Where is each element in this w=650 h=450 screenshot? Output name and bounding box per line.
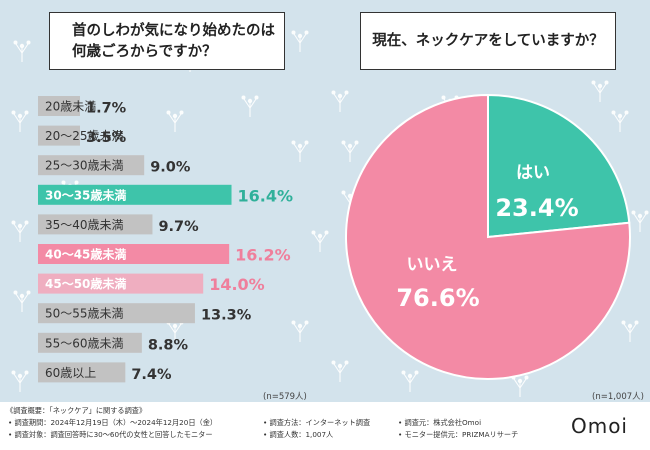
bar bbox=[38, 303, 195, 324]
sprig-icon bbox=[291, 30, 309, 52]
bar-value-label: 14.0% bbox=[209, 275, 265, 294]
bar-value-label: 16.4% bbox=[238, 186, 294, 205]
bar bbox=[38, 125, 80, 146]
sprig-icon bbox=[166, 110, 184, 132]
bar bbox=[38, 155, 145, 176]
bar bbox=[38, 96, 80, 116]
bar-category-label: 20～25歳未満 bbox=[45, 129, 124, 143]
left-question-line2: 何歳ごろからですか？ bbox=[72, 44, 217, 60]
sprig-icon bbox=[291, 320, 309, 342]
sprig-icon bbox=[11, 220, 29, 242]
bar bbox=[38, 273, 204, 294]
left-question-box: 首のしわが気になり始めたのは 何歳ごろからですか？ bbox=[49, 12, 285, 70]
pie-value-label: 76.6% bbox=[396, 284, 479, 312]
bar-category-label: 35～40歳未満 bbox=[45, 218, 124, 232]
sprig-icon bbox=[331, 90, 349, 112]
bar-value-label: 1.7% bbox=[86, 101, 127, 117]
sprig-icon bbox=[331, 360, 349, 382]
pie-slice-yes bbox=[487, 93, 631, 239]
right-question-text: 現在、ネックケアをしていますか？ bbox=[372, 32, 604, 49]
pie-chart: はい 23.4% いいえ 76.6% bbox=[345, 93, 631, 380]
sprig-icon bbox=[591, 80, 609, 102]
right-question-box: 現在、ネックケアをしていますか？ bbox=[360, 12, 616, 70]
sprig-icon bbox=[401, 370, 419, 392]
footer-org: • 調査元：株式会社Omoi bbox=[398, 418, 482, 427]
footer: 《調査概要：「ネックケア」に関する調査》 • 調査期間：2024年12月19日（… bbox=[0, 402, 650, 450]
pie-slice-no bbox=[345, 93, 631, 380]
brand-logo: Omoi bbox=[570, 414, 628, 438]
left-sample-size: (n=579人) bbox=[263, 392, 307, 402]
bar-value-label: 16.2% bbox=[235, 246, 291, 265]
footer-period: • 調査期間：2024年12月19日（木）～2024年12月20日（金） bbox=[8, 418, 218, 427]
bar-category-label: 45～50歳未満 bbox=[45, 276, 126, 291]
sprig-icon bbox=[341, 140, 359, 162]
left-question-line1: 首のしわが気になり始めたのは bbox=[72, 23, 275, 39]
bar-category-label: 40～45歳未満 bbox=[45, 247, 126, 262]
bar bbox=[38, 244, 230, 264]
bar-category-label: 50～55歳未満 bbox=[45, 307, 124, 321]
bar-value-label: 7.4% bbox=[131, 367, 172, 383]
sprig-icon bbox=[11, 370, 29, 392]
footer-provider: • モニター提供元：PRIZMAリサーチ bbox=[398, 430, 519, 439]
pie-category-label: いいえ bbox=[407, 255, 458, 275]
bar bbox=[38, 214, 153, 235]
sprig-icon bbox=[11, 110, 29, 132]
pie-category-label: はい bbox=[516, 163, 550, 183]
sprig-icon bbox=[13, 40, 31, 62]
bar-value-label: 13.3% bbox=[201, 308, 252, 324]
bar-value-label: 8.8% bbox=[148, 337, 189, 353]
footer-target: • 調査対象：調査回答時に30～60代の女性と回答したモニター bbox=[8, 430, 213, 439]
bar-category-label: 30～35歳未満 bbox=[45, 187, 126, 202]
bar-value-label: 9.7% bbox=[158, 219, 199, 235]
sprig-icon bbox=[241, 95, 259, 117]
bar-value-label: 3.5% bbox=[86, 130, 127, 146]
footer-count: • 調査人数：1,007人 bbox=[263, 430, 334, 439]
sprig-icon bbox=[631, 210, 649, 232]
bar bbox=[38, 362, 126, 383]
right-sample-size: (n=1,007人) bbox=[592, 392, 644, 402]
bar-category-label: 25～30歳未満 bbox=[45, 159, 124, 173]
bar bbox=[38, 332, 142, 353]
bar-category-label: 55～60歳未満 bbox=[45, 336, 124, 350]
bar bbox=[38, 184, 232, 205]
footer-method: • 調査方法：インターネット調査 bbox=[263, 418, 371, 427]
sprig-icon bbox=[311, 230, 329, 252]
bar-category-label: 20歳未満 bbox=[45, 100, 96, 114]
sprig-icon bbox=[621, 320, 639, 342]
sprig-icon bbox=[13, 290, 31, 312]
sprig-icon bbox=[291, 140, 309, 162]
bar-category-label: 60歳以上 bbox=[45, 366, 96, 380]
bar-value-label: 9.0% bbox=[150, 160, 191, 176]
sprig-icon bbox=[611, 110, 629, 132]
footer-overview: 《調査概要：「ネックケア」に関する調査》 bbox=[6, 406, 147, 415]
pie-value-label: 23.4% bbox=[495, 194, 578, 222]
